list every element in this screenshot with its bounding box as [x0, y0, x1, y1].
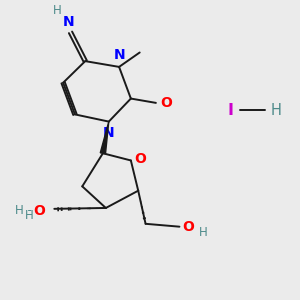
- Polygon shape: [100, 122, 109, 154]
- Text: O: O: [34, 204, 46, 218]
- Text: H: H: [199, 226, 207, 239]
- Text: O: O: [134, 152, 146, 166]
- Text: O: O: [182, 220, 194, 234]
- Text: I: I: [228, 103, 234, 118]
- Text: N: N: [103, 127, 115, 140]
- Text: N: N: [63, 15, 75, 29]
- Text: H: H: [25, 209, 34, 222]
- Text: O: O: [160, 96, 172, 110]
- Text: H: H: [53, 4, 62, 17]
- Text: H -: H -: [15, 204, 32, 217]
- Text: N: N: [113, 48, 125, 62]
- Text: H: H: [271, 103, 282, 118]
